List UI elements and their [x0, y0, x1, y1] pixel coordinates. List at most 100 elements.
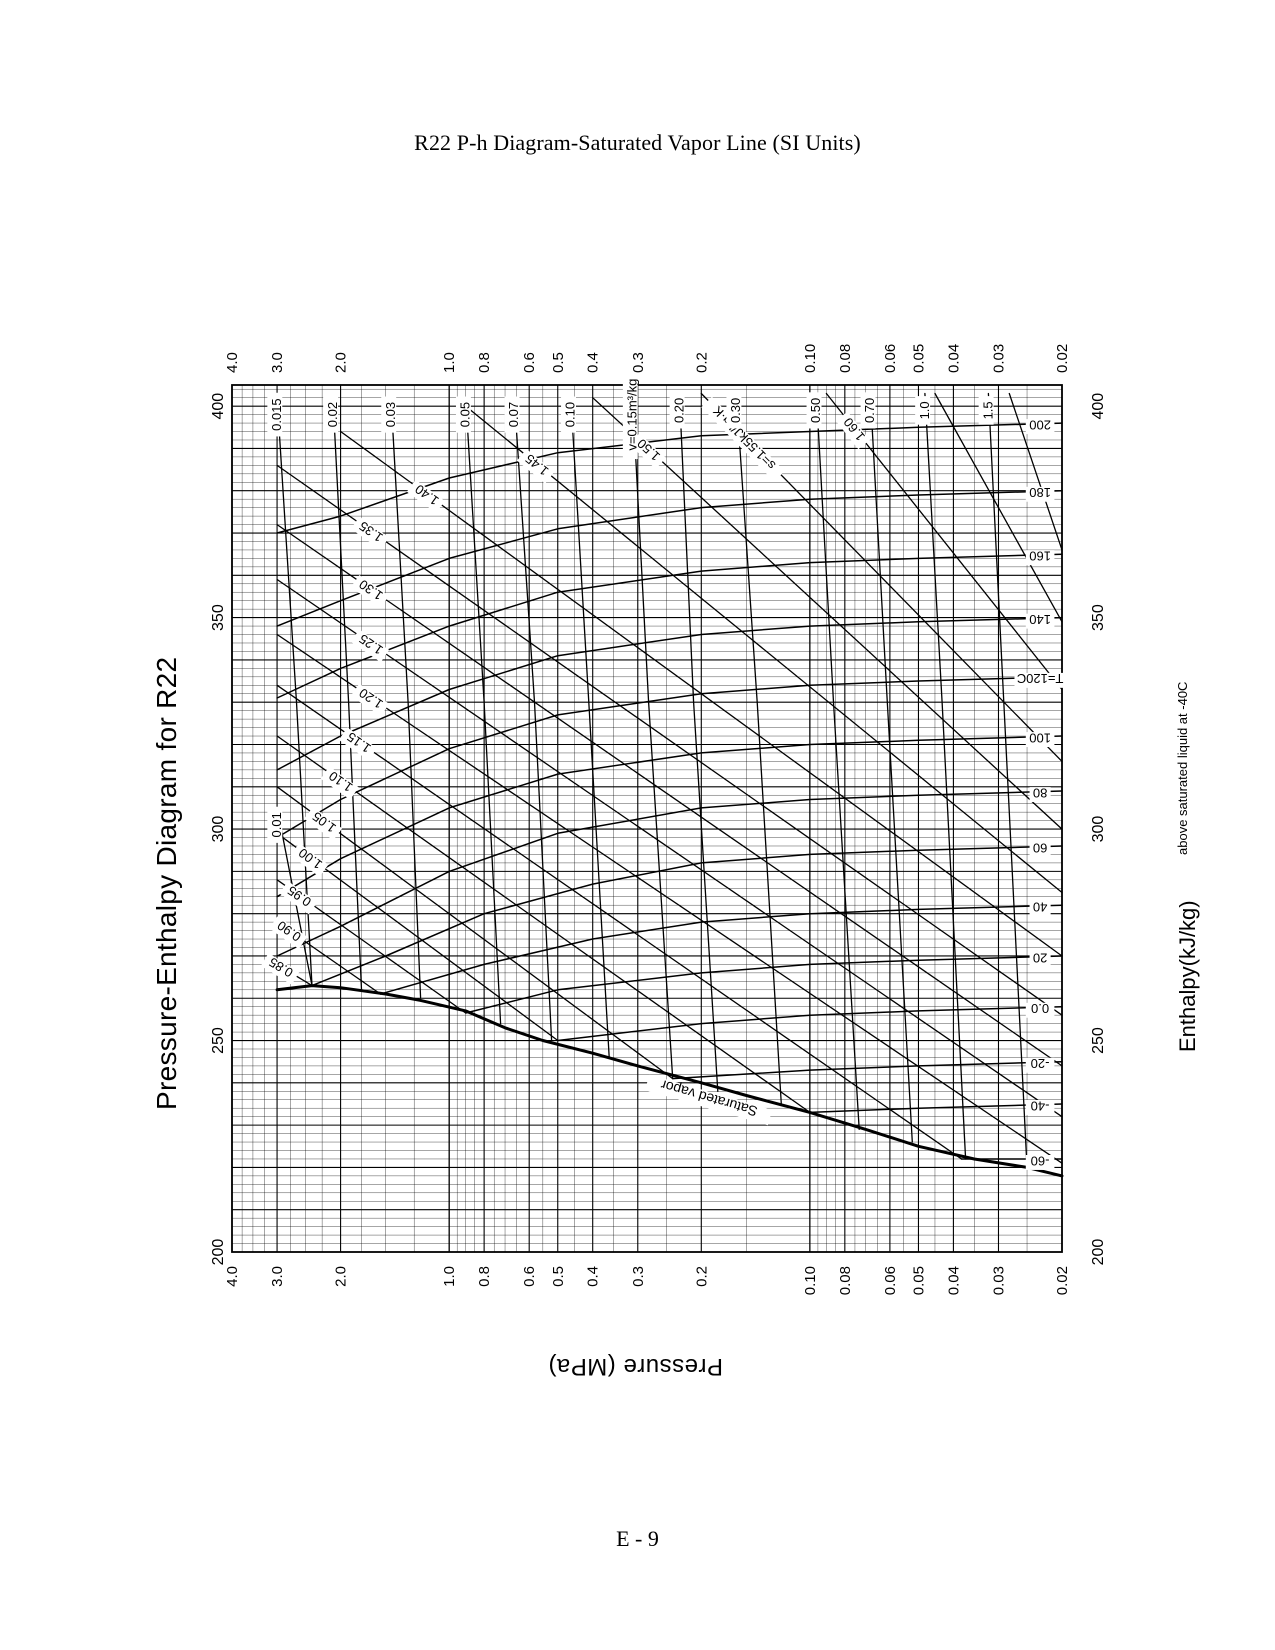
- curve-layer: [275, 392, 1064, 1178]
- volume-label-bg: [267, 806, 283, 843]
- isotherm-line: [311, 845, 1063, 987]
- pressure-tick-top: 0.06: [882, 344, 899, 373]
- pressure-tick-top: 0.3: [630, 352, 647, 373]
- volume-label: 0.30: [728, 398, 743, 423]
- enthalpy-tick-left: 200: [210, 1239, 227, 1266]
- pressure-tick-top: 0.2: [693, 352, 710, 373]
- pressure-tick-bottom: 0.02: [1054, 1266, 1071, 1295]
- entropy-line: [276, 523, 1063, 1067]
- entropy-label-group: s=1.55kJ/kg·K: [701, 396, 785, 482]
- entropy-line: [276, 786, 674, 1080]
- volume-label: 0.05: [458, 402, 473, 427]
- pressure-tick-top: 0.4: [585, 352, 602, 373]
- pressure-tick-top: 0.02: [1054, 344, 1071, 373]
- isotherm-label-group: -40: [1025, 1098, 1055, 1115]
- entropy-label-bg: [320, 766, 359, 800]
- isotherm-label: 40: [1033, 900, 1047, 915]
- volume-label-group: 0.015: [267, 392, 284, 437]
- volume-label: v=0.15m³/kg: [625, 379, 640, 451]
- isotherm-label-group: 80: [1029, 785, 1051, 803]
- entropy-label-bg: [701, 396, 785, 482]
- isotherm-label-group: -20: [1025, 1056, 1055, 1073]
- isotherm-line: [809, 1103, 1063, 1114]
- pressure-tick-bottom: 0.05: [910, 1266, 927, 1295]
- plot-frame: [231, 384, 1063, 1253]
- pressure-tick-top: 0.8: [476, 352, 493, 373]
- pressure-tick-top: 0.04: [945, 344, 962, 373]
- isotherm-label: -40: [1031, 1098, 1050, 1113]
- volume-line: [869, 392, 913, 1143]
- isotherm-line: [276, 422, 1063, 534]
- enthalpy-tick-right: 300: [1090, 816, 1107, 843]
- volume-line: [631, 397, 674, 1080]
- entropy-line: [592, 397, 1063, 830]
- volume-label: 1.5: [980, 401, 995, 419]
- enthalpy-tick-right: 400: [1090, 393, 1107, 420]
- entropy-label-bg: [835, 411, 871, 450]
- pressure-tick-bottom: 2.0: [333, 1266, 350, 1287]
- volume-label-group: 0.20: [669, 392, 686, 429]
- volume-line: [276, 397, 313, 987]
- entropy-label-bg: [350, 629, 390, 663]
- entropy-line: [276, 633, 1063, 1164]
- label-layer: -60 -40 -20 0.0 20 40 60 80 100 T=120C 140 160 180 20…: [260, 370, 1066, 1170]
- isotherm-label-group: 0.0: [1025, 1001, 1055, 1018]
- isotherm-label: 100: [1029, 730, 1051, 745]
- volume-label: 1.0: [917, 401, 932, 419]
- entropy-label: s=1.55kJ/kg·K: [710, 403, 779, 473]
- isotherm-label: 60: [1033, 840, 1047, 855]
- volume-label: 0.20: [671, 398, 686, 423]
- volume-label-group: 0.30: [726, 392, 743, 429]
- pressure-tick-bottom: 1.0: [441, 1266, 458, 1287]
- isotherm-line: [557, 1005, 1063, 1042]
- enthalpy-tick-right: 250: [1090, 1027, 1107, 1054]
- pressure-tick-top: 1.0: [441, 352, 458, 373]
- saturated-vapor-label-bg: [644, 1074, 773, 1126]
- isotherm-label-bg: [1025, 550, 1055, 566]
- isotherm-label-bg: [1029, 787, 1051, 803]
- volume-line: [570, 397, 610, 1059]
- volume-label-group: 0.05: [455, 396, 473, 433]
- entropy-label-bg: [304, 806, 343, 841]
- pressure-tick-top: 3.0: [269, 352, 286, 373]
- entropy-label-bg: [260, 953, 300, 985]
- isotherm-label-bg: [1014, 672, 1066, 688]
- volume-line: [465, 397, 502, 1025]
- isotherm-line: [379, 904, 1063, 995]
- entropy-line: [276, 684, 963, 1160]
- entropy-label-bg: [517, 449, 555, 484]
- enthalpy-tick-left: 250: [210, 1027, 227, 1054]
- isotherm-label-bg: [1025, 486, 1055, 502]
- volume-label-bg: [504, 396, 520, 433]
- isotherm-label-bg: [1025, 419, 1055, 435]
- entropy-label-group: 1.20: [350, 683, 390, 717]
- isotherm-label: 160: [1029, 549, 1051, 564]
- isotherm-label-bg: [1025, 613, 1055, 629]
- volume-label: 0.03: [383, 402, 398, 427]
- volume-label: 0.01: [269, 812, 284, 837]
- volume-label: 0.015: [269, 398, 284, 431]
- pressure-tick-bottom: 0.06: [882, 1266, 899, 1295]
- isotherm-line: [276, 676, 1063, 839]
- entropy-label-bg: [338, 727, 378, 761]
- volume-label-bg: [561, 396, 576, 433]
- isotherm-label-group: 180: [1025, 485, 1055, 502]
- isotherm-label: 80: [1033, 785, 1047, 800]
- entropy-line: [276, 464, 1063, 1016]
- entropy-label-bg: [290, 843, 329, 877]
- isotherm-line: [276, 553, 1063, 699]
- volume-label-group: 0.01: [267, 806, 284, 843]
- pressure-tick-top: 0.03: [990, 344, 1007, 373]
- volume-label-bg: [669, 392, 685, 429]
- pressure-tick-bottom: 3.0: [269, 1266, 286, 1287]
- isotherm-label: -20: [1031, 1056, 1050, 1071]
- volume-label-bg: [806, 392, 822, 429]
- pressure-tick-top: 0.08: [837, 344, 854, 373]
- isotherm-label-group: 140: [1025, 612, 1055, 629]
- isotherm-label: 180: [1029, 485, 1051, 500]
- isotherm-label-bg: [1025, 1155, 1055, 1170]
- volume-label-bg: [323, 396, 339, 433]
- volume-label-group: 0.50: [806, 392, 823, 429]
- isotherm-label-bg: [1029, 901, 1051, 917]
